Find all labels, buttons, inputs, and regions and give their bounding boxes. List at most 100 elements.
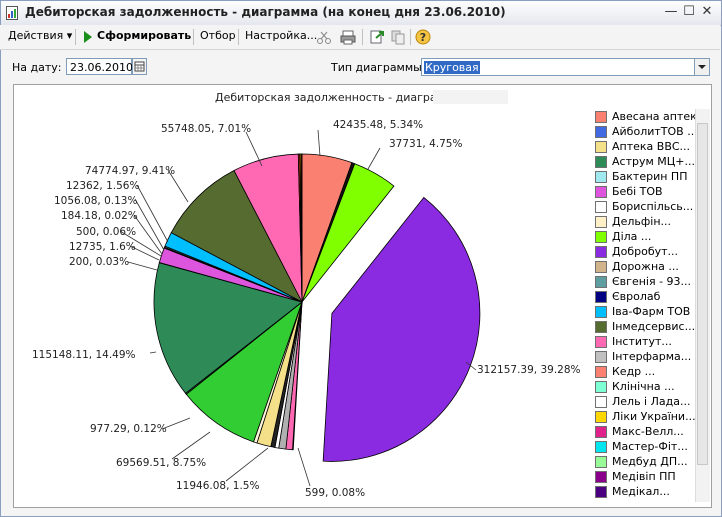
legend-swatch [595, 396, 607, 408]
leader-line [367, 147, 381, 170]
slice-data-label: 37731, 4.75% [389, 138, 462, 150]
legend-item: Мастер-Фіт... [590, 439, 695, 454]
pie-slice[interactable] [300, 153, 303, 303]
legend-item: Бебі ТОВ [590, 184, 695, 199]
date-input[interactable]: 23.06.2010 [66, 58, 133, 75]
legend-swatch [595, 306, 607, 318]
toolbar-separator [238, 29, 239, 45]
legend-item: Бактерин ПП [590, 169, 695, 184]
leader-line [161, 417, 191, 430]
legend-label: Іва-Фарм ТОВ [612, 305, 691, 318]
legend-label: Діла ... [612, 230, 652, 243]
toolbar-separator [410, 29, 411, 45]
legend-swatch [595, 231, 607, 243]
legend-item: Добробут... [590, 244, 695, 259]
leader-line [317, 129, 321, 157]
legend-label: Інмедсервис... [612, 320, 695, 333]
chart-type-select[interactable]: Круговая [421, 58, 696, 76]
slice-data-label: 1056.08, 0.13% [54, 195, 137, 207]
leader-line [225, 447, 269, 482]
legend-swatch [595, 471, 607, 483]
play-icon [84, 31, 92, 43]
legend-swatch [595, 336, 607, 348]
legend-label: Медікал... [612, 485, 670, 498]
legend-item: АйболитТОВ ... [590, 124, 695, 139]
pie-slice[interactable] [301, 163, 395, 303]
close-button[interactable]: ✕ [701, 4, 713, 19]
legend-swatch [595, 381, 607, 393]
calendar-button[interactable] [132, 58, 147, 75]
chart-type-value: Круговая [424, 61, 480, 74]
leader-line [167, 169, 189, 203]
legend-scrollbar-thumb[interactable] [697, 123, 708, 465]
legend-swatch [595, 276, 607, 288]
legend-label: Аструм МЦ+... [612, 155, 695, 168]
legend-label: Бактерин ПП [612, 170, 688, 183]
slice-data-label: 115148.11, 14.49% [32, 349, 136, 361]
slice-data-label: 599, 0.08% [305, 487, 365, 499]
legend-swatch [595, 441, 607, 453]
leader-line [297, 447, 311, 487]
pie-slice[interactable] [170, 169, 303, 303]
legend-item: Інститут... [590, 334, 695, 349]
leader-line [119, 230, 162, 257]
generate-button[interactable]: Сформировать [97, 29, 192, 42]
legend-item: Бориспільсь... [590, 199, 695, 214]
copy-icon[interactable] [390, 29, 406, 45]
legend-label: Ліки України... [612, 410, 695, 423]
legend-swatch [595, 426, 607, 438]
leader-line [465, 361, 477, 371]
legend-label: Інтерфарма... [612, 350, 692, 363]
legend-item: Євгенія - 93... [590, 274, 695, 289]
chevron-down-icon [698, 65, 706, 69]
pie-slice[interactable] [153, 262, 303, 394]
chart-type-label: Тип диаграммы: [331, 61, 426, 74]
legend-label: Медівіп ПП [612, 470, 676, 483]
legend-item: Дорожна ... [590, 259, 695, 274]
minimize-button[interactable]: — [664, 4, 678, 19]
slice-data-label: 42435.48, 5.34% [333, 119, 423, 131]
legend-swatch [595, 366, 607, 378]
legend-swatch [595, 171, 607, 183]
chart-type-dropdown-button[interactable] [694, 58, 710, 76]
slice-data-label: 200, 0.03% [69, 256, 129, 268]
legend-label: Клінічна ... [612, 380, 675, 393]
help-icon[interactable]: ? [415, 29, 431, 45]
scissors-settings-icon[interactable] [316, 29, 332, 45]
legend-item: Макс-Велл... [590, 424, 695, 439]
actions-menu-button[interactable]: Действия ▾ [8, 29, 72, 42]
legend-item: Медбуд ДП... [590, 454, 695, 469]
legend-item: Медівіп ПП [590, 469, 695, 484]
legend-label: Лель і Лада... [612, 395, 691, 408]
printer-icon[interactable] [340, 29, 356, 45]
pie-slice[interactable] [322, 196, 481, 462]
slice-data-label: 500, 0.06% [76, 226, 136, 238]
legend-item: Ліки України... [590, 409, 695, 424]
legend-label: Макс-Велл... [612, 425, 684, 438]
slice-data-label: 184.18, 0.02% [61, 210, 138, 222]
legend-swatch [595, 411, 607, 423]
maximize-button[interactable]: ☐ [683, 4, 695, 19]
chart-title: Дебиторская задолженность - диаграмма: [215, 91, 464, 104]
export-icon[interactable] [369, 29, 385, 45]
pie-slice[interactable] [185, 300, 303, 443]
legend-label: Аптека ВВС... [612, 140, 691, 153]
leader-line [129, 245, 160, 261]
legend-item: Клінічна ... [590, 379, 695, 394]
leader-line [136, 184, 169, 243]
slice-data-label: 12362, 1.56% [66, 180, 139, 192]
toolbar-separator [193, 29, 194, 45]
leader-line [133, 214, 163, 255]
chart-title-placeholder [433, 90, 508, 104]
legend-swatch [595, 291, 607, 303]
legend-swatch [595, 156, 607, 168]
legend-scrollbar[interactable] [695, 109, 710, 502]
legend-item: Кедр ... [590, 364, 695, 379]
legend-label: Дельфін... [612, 215, 672, 228]
legend-item: Авесана аптека [590, 109, 695, 124]
settings-button[interactable]: Настройка... [245, 29, 318, 42]
toolbar-separator [75, 29, 76, 45]
leader-line [149, 351, 157, 354]
legend-item: Інмедсервис... [590, 319, 695, 334]
filter-button[interactable]: Отбор [200, 29, 236, 42]
